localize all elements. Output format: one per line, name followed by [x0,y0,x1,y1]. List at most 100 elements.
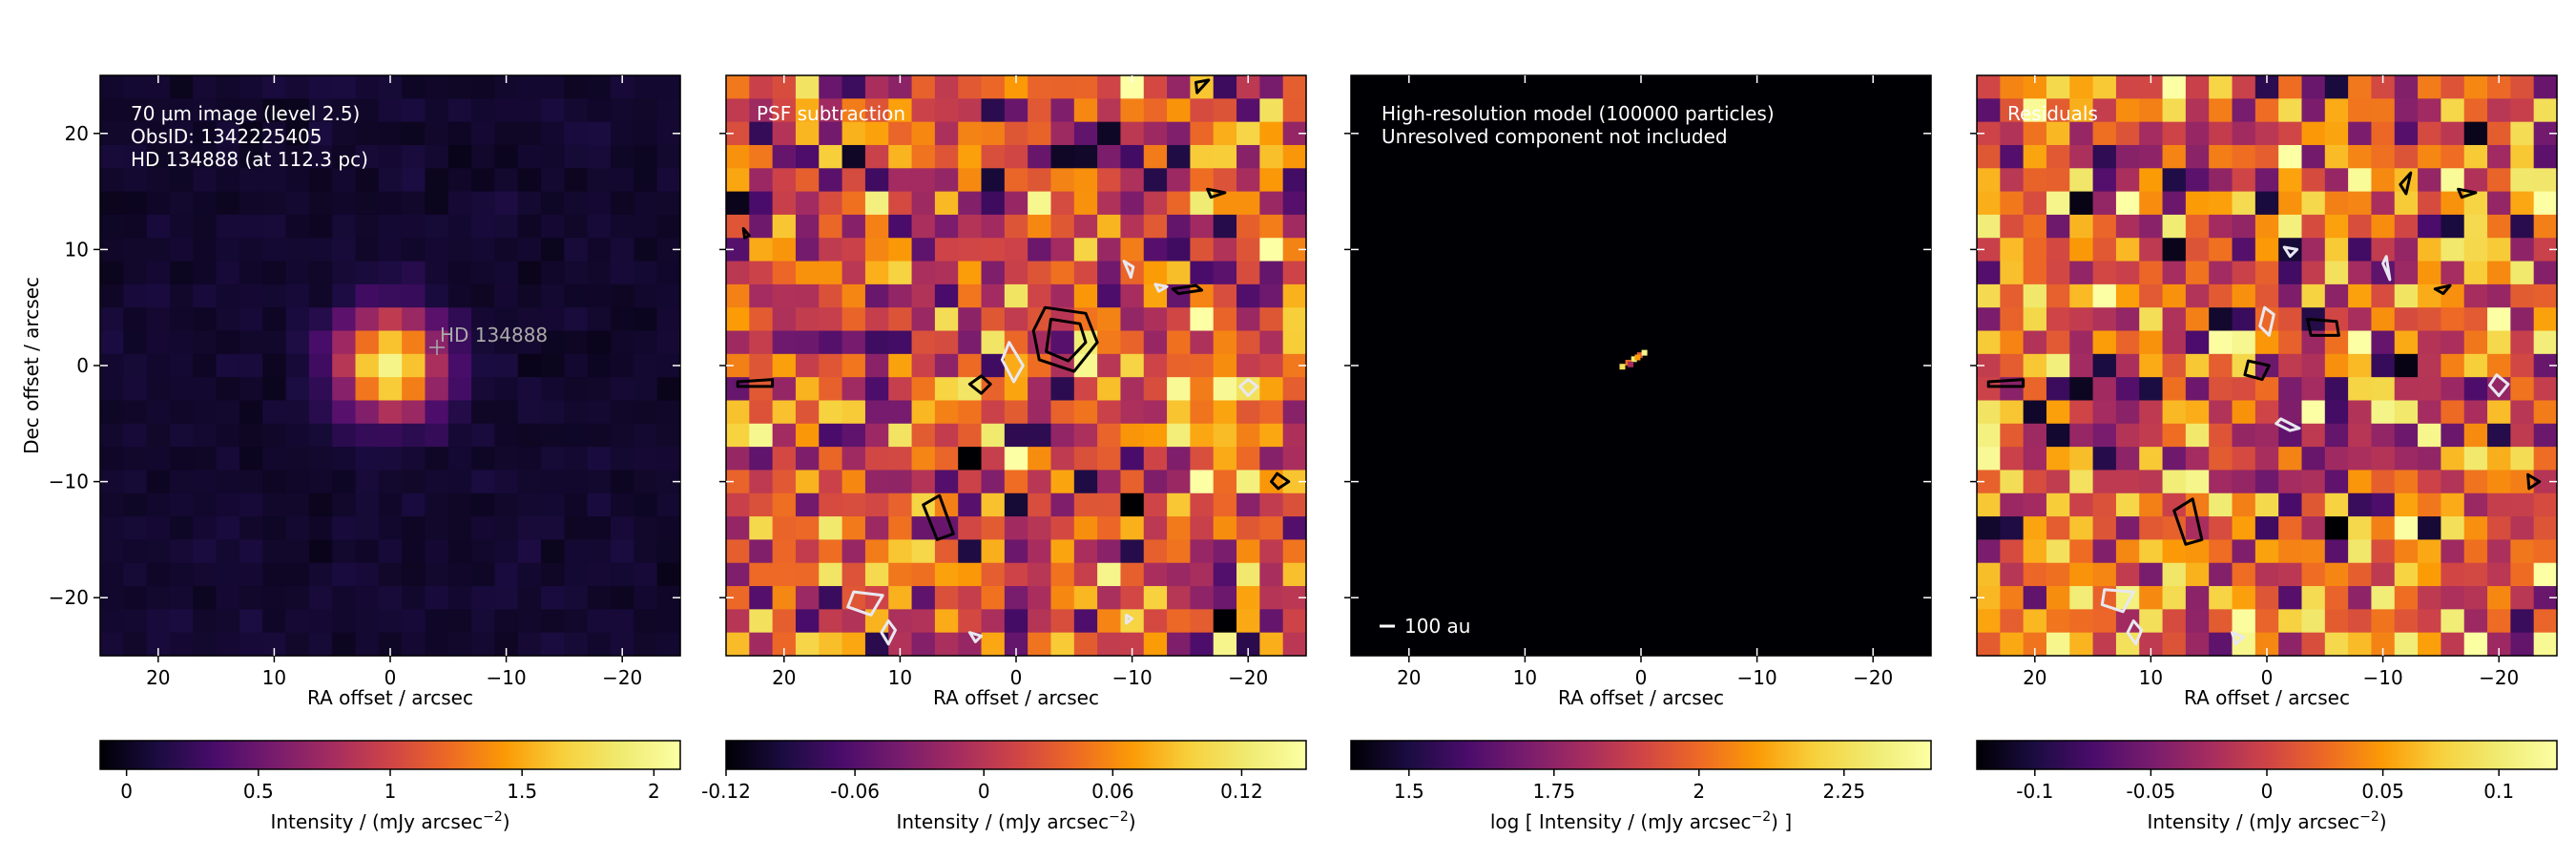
heatmap-cell [2487,539,2511,564]
heatmap-cell [934,539,959,564]
heatmap-cell [1143,121,1168,146]
heatmap-cell [2139,261,2164,285]
heatmap-cell [726,168,750,193]
heatmap-cell [308,423,333,448]
heatmap-cell [216,98,240,123]
heatmap-cell [2046,377,2070,402]
heatmap-cell [841,470,866,494]
heatmap-cell [2487,121,2511,146]
heatmap-cell [2487,447,2511,471]
heatmap-cell [2092,516,2117,540]
heatmap-cell [2092,261,2117,285]
heatmap-cell [1190,562,1215,587]
heatmap-cell [958,191,983,216]
heatmap-cell [494,447,519,471]
heatmap-cell [888,423,913,448]
heatmap-cell [169,121,194,146]
heatmap-cell [1977,423,2001,448]
heatmap-cell [1190,423,1215,448]
heatmap-cell [2092,330,2117,355]
heatmap-cell [819,307,843,332]
heatmap-cell [447,377,472,402]
heatmap-cell [2394,191,2419,216]
heatmap-cell [425,609,449,634]
heatmap-cell [726,539,750,564]
heatmap-cell [1028,214,1052,239]
heatmap-cell [1073,121,1098,146]
heatmap-cell [934,238,959,262]
heatmap-cell [564,377,589,402]
heatmap-cell [2000,75,2025,99]
heatmap-cell [1004,121,1028,146]
heatmap-cell [795,144,820,169]
heatmap-cell [332,400,357,425]
heatmap-cell [216,470,240,494]
heatmap-cell [2510,423,2535,448]
heatmap-cell [634,562,658,587]
heatmap-cell [494,238,519,262]
heatmap-cell [656,144,681,169]
heatmap-cell [146,238,171,262]
heatmap-cell [1213,238,1237,262]
heatmap-cell [541,586,565,610]
heatmap-cell [2115,423,2140,448]
heatmap-cell [2023,400,2047,425]
heatmap-cell [819,238,843,262]
heatmap-cell [2092,539,2117,564]
heatmap-cell [634,632,658,657]
heatmap-cell [285,191,310,216]
heatmap-cell [471,470,496,494]
heatmap-cell [2394,377,2419,402]
heatmap-cell [332,632,357,657]
heatmap-cell [1028,539,1052,564]
heatmap-cell [726,423,750,448]
heatmap-cell [2046,609,2070,634]
heatmap-cell [2232,539,2256,564]
heatmap-cell [447,121,472,146]
heatmap-cell [123,400,148,425]
contour-negative [2100,588,2135,614]
heatmap-cell [749,191,774,216]
heatmap-cell [1190,447,1215,471]
heatmap-cell [285,470,310,494]
heatmap-cell [911,470,936,494]
heatmap-cell [216,283,240,308]
heatmap-cell [1073,470,1098,494]
heatmap-cell [1050,447,1075,471]
heatmap-cell [146,447,171,471]
heatmap-cell [2487,470,2511,494]
heatmap-cell [564,562,589,587]
heatmap-cell [1120,400,1145,425]
heatmap-cell [911,423,936,448]
heatmap-cell [819,423,843,448]
heatmap-cell [2000,214,2025,239]
heatmap-cell [2185,238,2210,262]
heatmap-cell [1259,609,1284,634]
heatmap-cell [471,632,496,657]
heatmap-cell [378,586,403,610]
heatmap-cell [2463,377,2488,402]
contour-negative [1000,341,1025,384]
heatmap-cell [332,191,357,216]
heatmap-cell [146,539,171,564]
heatmap-cell [2441,214,2465,239]
heatmap-cell [541,168,565,193]
heatmap-cell [1167,447,1191,471]
heatmap-cell [1167,377,1191,402]
heatmap-cell [634,144,658,169]
heatmap-cell [2209,144,2233,169]
heatmap-cell [2254,539,2279,564]
heatmap-cell [193,144,218,169]
heatmap-cell [1167,75,1191,99]
heatmap-cell [587,516,612,540]
heatmap-cell [402,214,426,239]
heatmap-cell [517,98,542,123]
heatmap-cell [2510,144,2535,169]
heatmap-cell [772,562,797,587]
heatmap-cell [841,400,866,425]
heatmap-cell [611,214,634,239]
heatmap-cell [934,283,959,308]
heatmap-cell [1073,144,1098,169]
heatmap-cell [611,609,634,634]
heatmap-cell [1977,632,2001,657]
